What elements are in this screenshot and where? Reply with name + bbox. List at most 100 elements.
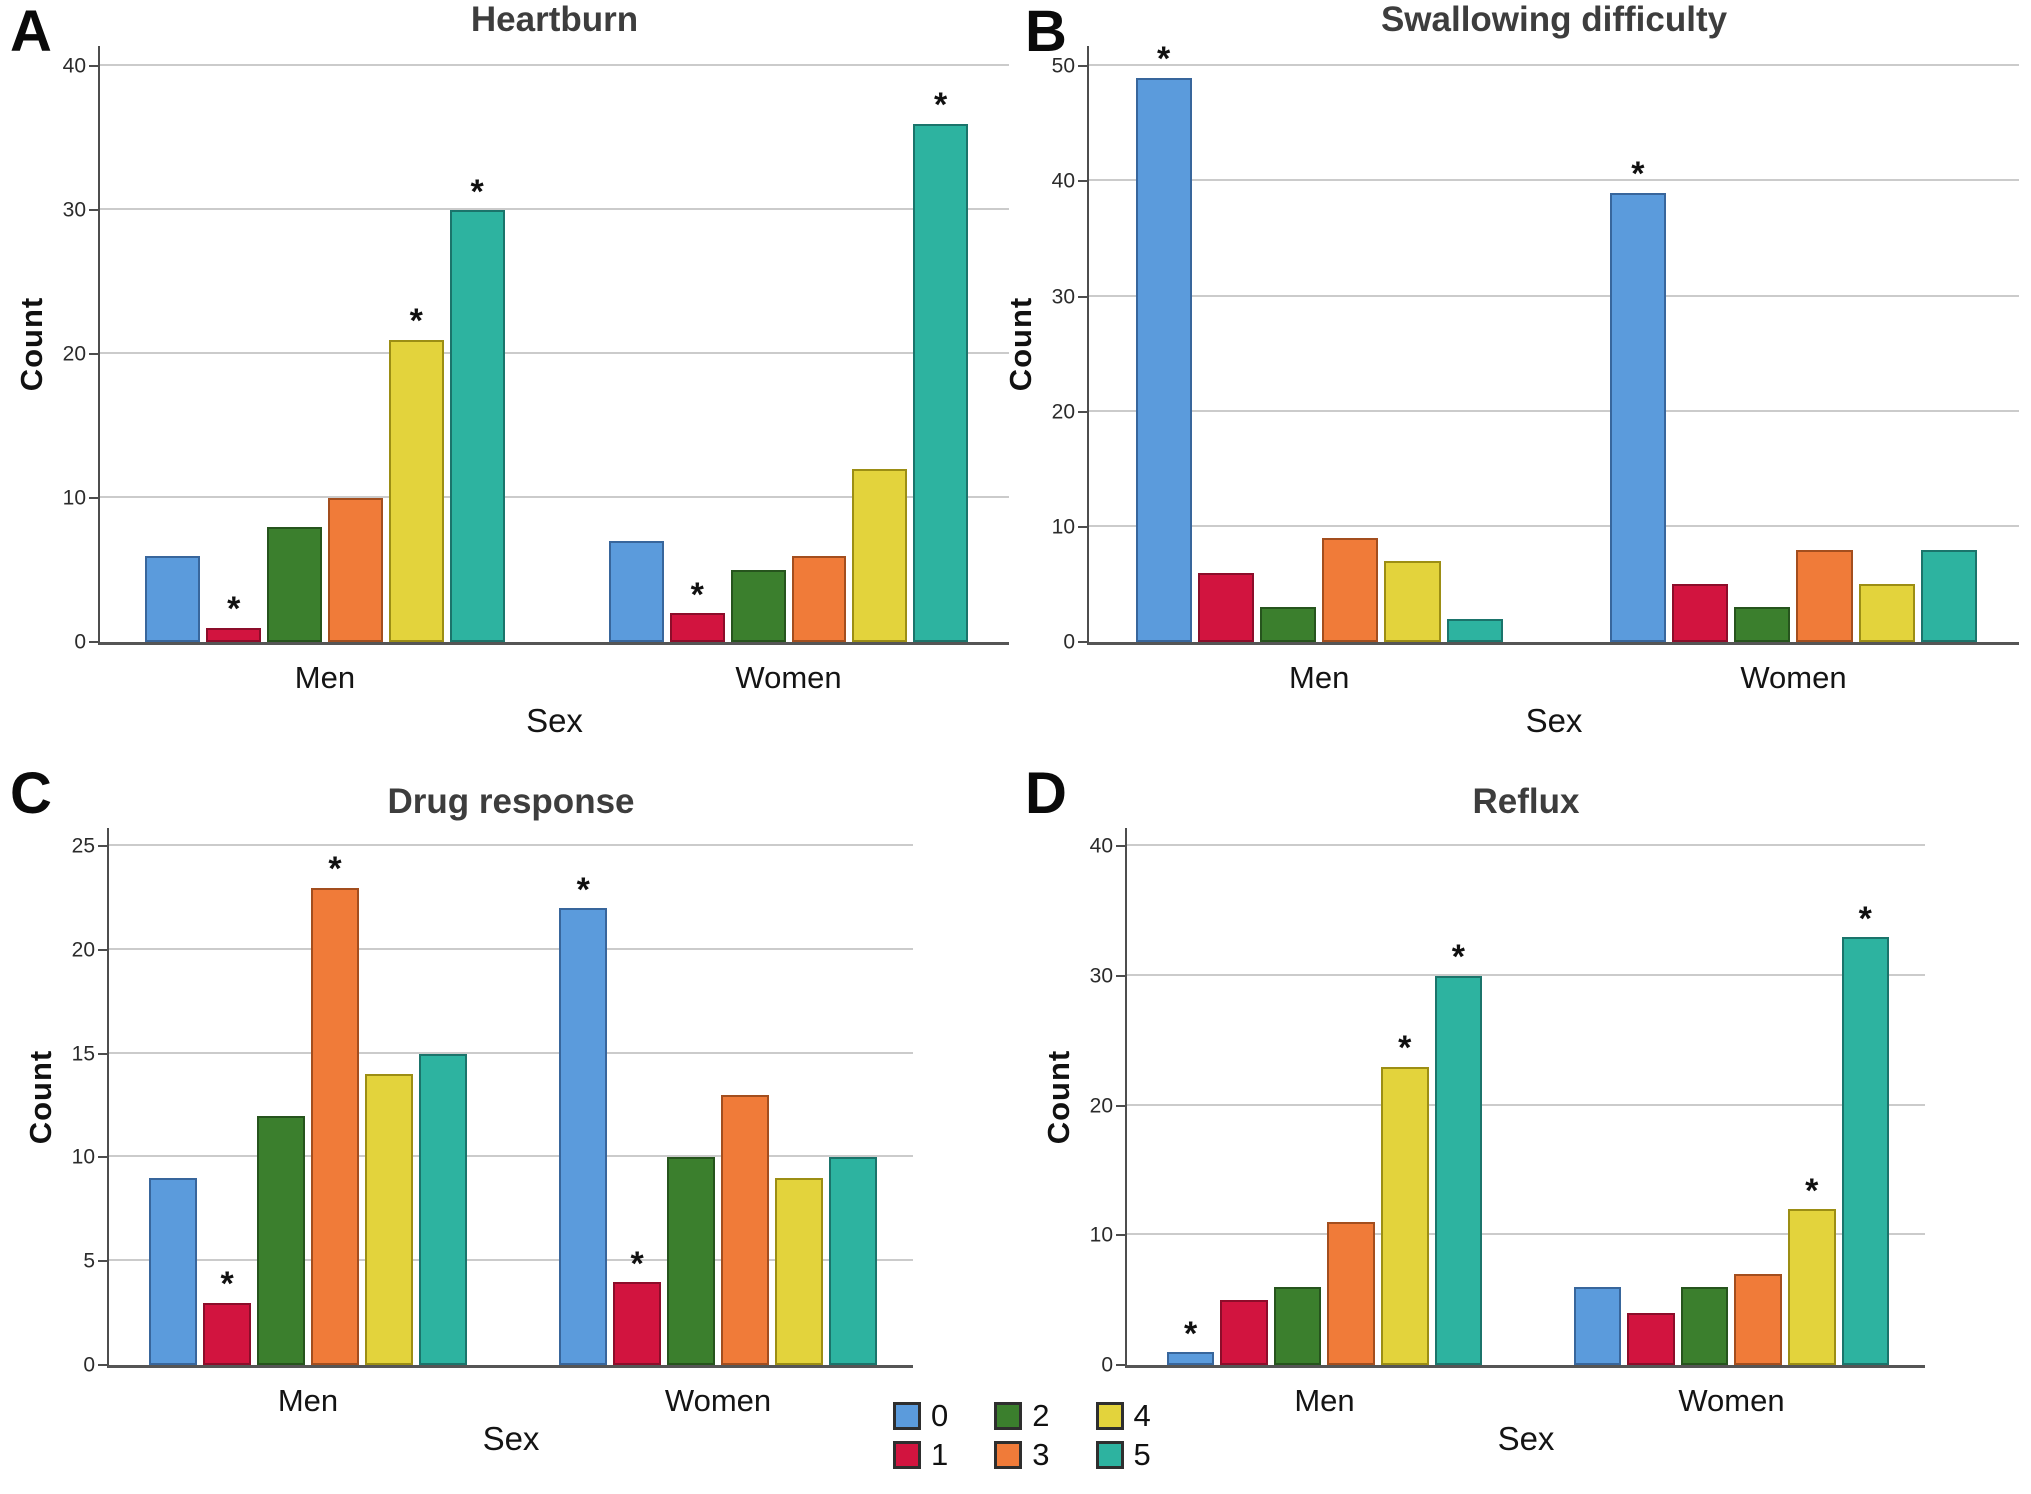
bar-3-women — [1796, 549, 1853, 642]
y-tick-mark — [98, 1260, 107, 1263]
bar-slot — [1220, 828, 1268, 1365]
bar-3-women — [791, 555, 847, 642]
gridline — [1089, 64, 2019, 67]
bar-2-men — [1259, 607, 1317, 642]
y-tick-mark — [89, 353, 98, 356]
category-label-men: Men — [277, 1383, 339, 1418]
bar-slot — [267, 46, 322, 642]
y-tick-mark — [1116, 974, 1125, 977]
bar-2-women — [730, 570, 786, 642]
gridline — [1089, 409, 2019, 412]
category-label-women: Women — [1678, 1383, 1785, 1418]
y-tick-label: 40 — [62, 54, 86, 78]
gridline — [1127, 1233, 1925, 1236]
gridline — [1127, 844, 1925, 847]
y-tick-mark — [1078, 525, 1087, 528]
bar-0-men — [149, 1178, 198, 1365]
bar-slot — [1734, 828, 1782, 1365]
gridline — [109, 947, 913, 950]
bar-group-men: * — [1135, 42, 1503, 642]
y-tick-mark — [1078, 65, 1087, 68]
bar-slot — [721, 828, 769, 1365]
gridline — [1089, 524, 2019, 527]
gridline — [1127, 973, 1925, 976]
bar-group-women: * — [1609, 46, 1978, 642]
bar-5-women — [828, 1157, 877, 1365]
bar-slot — [667, 828, 716, 1365]
bar-group-women: * * — [609, 46, 969, 642]
y-tick-mark — [1116, 1364, 1125, 1366]
bar-slot — [1734, 46, 1791, 642]
significance-asterisk: * — [630, 1244, 644, 1283]
bar-slot: * — [1788, 828, 1836, 1365]
y-tick-label: 25 — [71, 834, 95, 858]
x-axis-label: Sex — [1525, 702, 1583, 739]
bar-2-women — [1680, 1287, 1729, 1365]
bar-4-men — [1381, 1066, 1429, 1365]
y-tick-mark — [89, 497, 98, 500]
bar-4-women — [1788, 1209, 1836, 1365]
bar-slot — [730, 46, 786, 642]
y-tick-mark — [98, 1052, 107, 1055]
bar-slot: * — [1381, 828, 1429, 1365]
panel-letter: D — [1025, 761, 1067, 826]
gridline — [100, 496, 1009, 499]
legend-swatch-icon — [1095, 1440, 1124, 1469]
category-label-women: Women — [1740, 660, 1847, 695]
bar-slot — [327, 46, 383, 642]
y-tick-mark — [89, 65, 98, 68]
gridline — [1089, 179, 2019, 182]
gridline — [1127, 1103, 1925, 1106]
y-tick-label: 30 — [62, 198, 86, 222]
y-tick-mark — [1116, 1234, 1125, 1237]
bar-slot: * — [1434, 828, 1483, 1365]
category-label-men: Men — [294, 660, 356, 695]
category-label-women: Women — [664, 1383, 772, 1418]
legend-label: 0 — [931, 1398, 949, 1433]
significance-asterisk: * — [576, 871, 590, 910]
plot-area: Reflux Count 0 10 20 30 40 * * * Men * * Women Sex — [1041, 782, 1925, 1457]
bar-slot — [1259, 46, 1317, 642]
y-tick-label: 30 — [1089, 964, 1113, 988]
bar-0-women — [609, 541, 664, 642]
legend-label: 4 — [1133, 1398, 1151, 1433]
y-tick-mark — [1078, 641, 1087, 643]
y-tick-label: 20 — [1051, 400, 1075, 424]
significance-asterisk: * — [1858, 899, 1872, 938]
gridline — [109, 1155, 913, 1158]
bar-2-women — [1734, 607, 1791, 642]
bar-2-men — [257, 1115, 305, 1365]
bar-1-men — [1197, 572, 1254, 642]
y-tick-label: 20 — [71, 938, 95, 962]
bar-slot — [1273, 828, 1322, 1365]
bar-0-women — [1609, 192, 1667, 642]
x-axis-label: Sex — [1497, 1420, 1555, 1457]
bar-3-men — [327, 498, 383, 642]
y-tick-label: 0 — [74, 630, 86, 654]
bar-slot: * — [1609, 46, 1667, 642]
bar-slot: * — [206, 46, 262, 642]
legend-label: 2 — [1032, 1398, 1050, 1433]
y-tick-mark — [89, 641, 98, 643]
panel-letter: C — [10, 761, 52, 826]
category-label-women: Women — [735, 660, 842, 695]
y-tick-label: 5 — [83, 1249, 95, 1273]
gridline — [100, 352, 1009, 355]
bar-slot: * — [388, 46, 444, 642]
bar-1-women — [613, 1282, 662, 1365]
bar-group-men: * * * — [1166, 828, 1483, 1365]
bar-5-men — [449, 210, 505, 642]
bar-5-women — [1841, 936, 1890, 1365]
y-tick-label: 50 — [1051, 54, 1075, 78]
plot-area: Swallowing difficulty Count 0 10 20 30 40 50 * Me… — [1003, 0, 2019, 739]
y-tick-mark — [1078, 295, 1087, 298]
bar-slot — [145, 46, 201, 642]
bar-0-men — [145, 555, 201, 642]
bar-0-men — [1135, 77, 1192, 642]
y-axis-label: Count — [14, 296, 49, 392]
bar-5-women — [1920, 549, 1978, 642]
bar-slot — [1680, 828, 1729, 1365]
bar-2-women — [667, 1157, 716, 1365]
legend-item-2: 2 — [994, 1398, 1050, 1433]
y-tick-label: 20 — [1089, 1094, 1113, 1118]
